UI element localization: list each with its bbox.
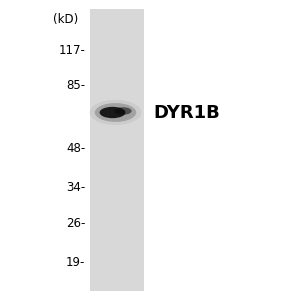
Ellipse shape [90, 100, 141, 125]
Text: 85-: 85- [66, 79, 85, 92]
Text: 26-: 26- [66, 217, 86, 230]
Text: 19-: 19- [66, 256, 86, 269]
Text: 48-: 48- [66, 142, 85, 155]
FancyBboxPatch shape [90, 9, 144, 291]
Ellipse shape [114, 107, 132, 115]
Text: (kD): (kD) [53, 13, 79, 26]
Ellipse shape [100, 107, 125, 118]
Text: 117-: 117- [58, 44, 85, 58]
Text: 34-: 34- [66, 181, 85, 194]
Ellipse shape [95, 103, 136, 122]
Text: DYR1B: DYR1B [153, 103, 220, 122]
